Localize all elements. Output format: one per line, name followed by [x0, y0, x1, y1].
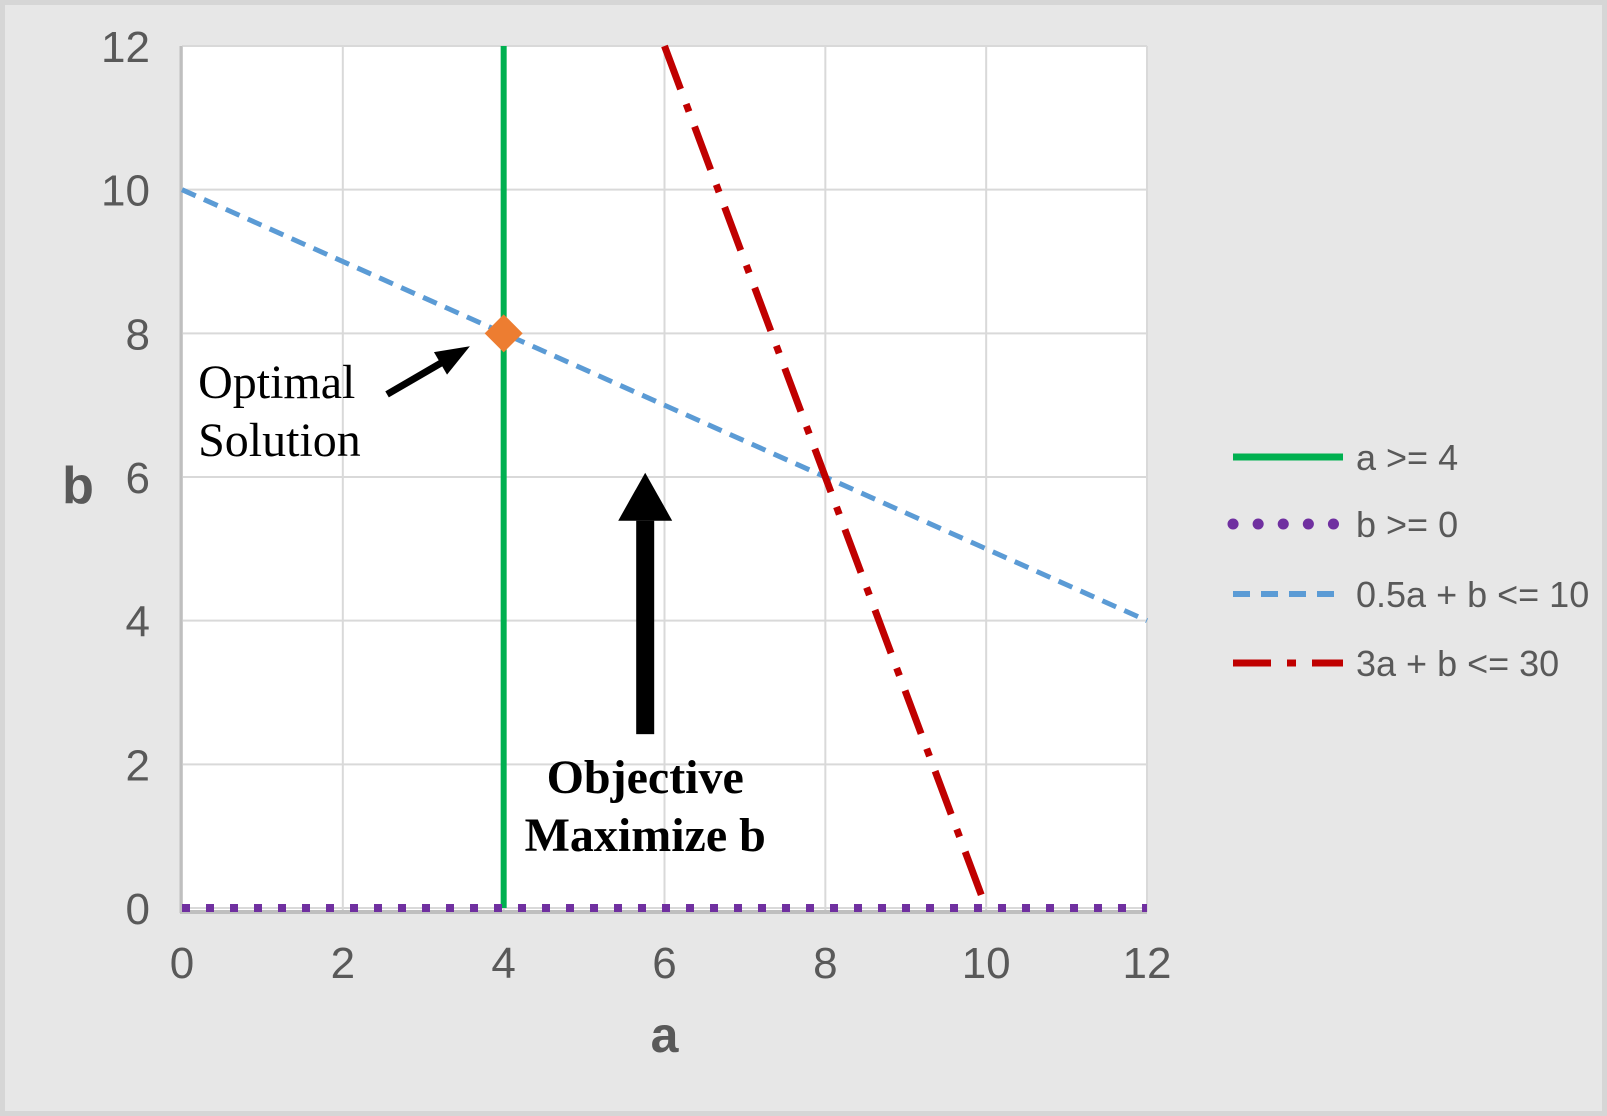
objective-label-text: Maximize b	[525, 809, 766, 862]
legend-item: b >= 0	[1227, 504, 1458, 545]
y-tick-label: 4	[126, 598, 150, 647]
x-tick-label: 10	[962, 939, 1011, 988]
legend-label: 0.5a + b <= 10	[1356, 574, 1589, 615]
optimal-solution-label-arrow-head	[433, 346, 470, 375]
legend-label: a >= 4	[1356, 437, 1458, 478]
x-tick-label: 12	[1123, 939, 1172, 988]
series-line-4	[661, 44, 990, 910]
objective-label-arrow-head	[618, 472, 673, 521]
optimal-solution-label-text: Solution	[198, 414, 361, 467]
legend-item: a >= 4	[1233, 437, 1458, 478]
series-line-3	[180, 187, 1149, 623]
optimal-point-marker	[484, 314, 523, 353]
y-tick-label: 2	[126, 741, 150, 790]
y-axis-title: b	[62, 457, 94, 515]
optimal-solution-label-arrow-shaft	[385, 358, 446, 398]
x-tick-label: 8	[813, 939, 837, 988]
legend-label: 3a + b <= 30	[1356, 643, 1559, 684]
x-tick-label: 2	[331, 939, 355, 988]
x-axis-title: a	[651, 1007, 680, 1063]
y-tick-label: 8	[126, 310, 150, 359]
legend-item: 0.5a + b <= 10	[1233, 574, 1589, 615]
y-tick-label: 6	[126, 454, 150, 503]
objective-label-arrow-shaft	[636, 520, 655, 735]
optimal-solution-label-text: Optimal	[198, 356, 355, 409]
y-tick-label: 0	[126, 885, 150, 934]
x-tick-label: 4	[491, 939, 515, 988]
x-tick-label: 6	[652, 939, 676, 988]
y-tick-label: 10	[101, 167, 150, 216]
x-tick-label: 0	[170, 939, 194, 988]
objective-label-text: Objective	[547, 751, 744, 804]
legend-item: 3a + b <= 30	[1233, 643, 1559, 684]
legend-label: b >= 0	[1356, 504, 1458, 545]
legend: a >= 4 b >= 0 0.5a + b <= 10 3a + b <= 30	[1227, 437, 1589, 684]
y-tick-label: 12	[101, 23, 150, 72]
